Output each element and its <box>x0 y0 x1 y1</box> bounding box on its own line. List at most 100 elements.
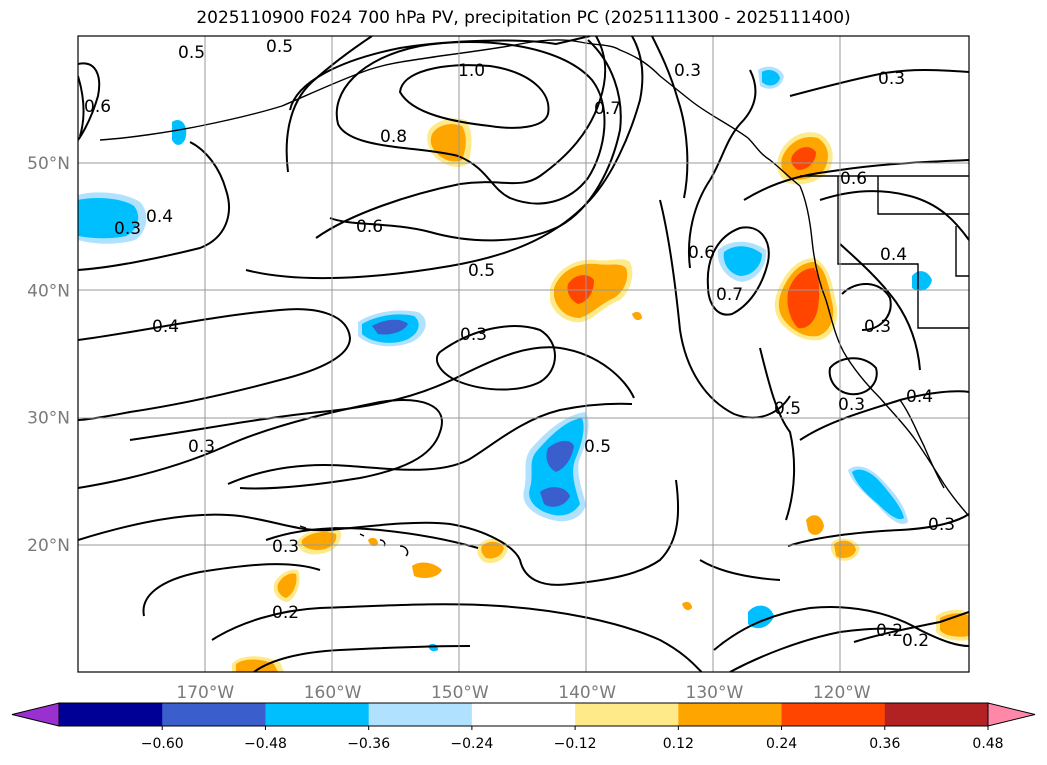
contour-0.6-mid <box>315 36 607 239</box>
contour-label: 0.2 <box>272 603 299 623</box>
lon-tick-label: 120°W <box>813 683 871 703</box>
contour-label: 0.3 <box>674 61 701 81</box>
lat-tick-label: 30°N <box>27 409 70 429</box>
contour-0.5-lower <box>227 402 633 485</box>
coastlines <box>99 39 969 557</box>
pv-contours <box>78 36 969 672</box>
contour-0.3-e2 <box>841 282 892 331</box>
alaska-aleutian-coast <box>99 39 801 187</box>
map-frame <box>77 35 970 673</box>
contour-0.3-s <box>78 479 680 586</box>
colorbar-bin <box>368 703 473 726</box>
lon-tick-label: 140°W <box>558 683 616 703</box>
contour-0.3-e3 <box>828 357 878 396</box>
contour-label: 0.3 <box>838 395 865 415</box>
lon-tick-label: 160°W <box>304 683 362 703</box>
contour-0.5-e <box>759 347 796 521</box>
contour-0.5-ne <box>659 199 791 419</box>
colorbar-frame <box>58 702 989 727</box>
colorbar-tick-label: 0.12 <box>663 736 694 752</box>
baja-california <box>899 399 945 489</box>
contour-labels: 0.5 0.5 1.0 0.3 0.3 0.6 0.8 0.7 0.6 0.3 … <box>84 37 955 651</box>
colorbar-bin <box>678 703 783 726</box>
contour-label: 0.5 <box>178 43 205 63</box>
contour-label: 0.3 <box>272 537 299 557</box>
colorbar-tick-label: −0.12 <box>554 736 597 752</box>
colorbar-extend-low <box>11 702 60 727</box>
contour-0.3-se2 <box>853 611 969 643</box>
contour-label: 0.5 <box>266 37 293 57</box>
colorbar-bin <box>884 703 989 726</box>
contour-0.3-center <box>129 346 635 441</box>
contour-0.6-ne <box>688 69 757 269</box>
lon-tick-label: 170°W <box>176 683 234 703</box>
latitude-tick-labels: 20°N 30°N 40°N 50°N <box>27 154 70 556</box>
contour-0.5-a <box>285 36 373 173</box>
contour-0.4-e <box>651 36 689 199</box>
colorbar-bin <box>575 703 679 726</box>
colorbar-bin <box>59 703 163 726</box>
contour-0.3-mid <box>435 325 556 391</box>
contour-label: 0.7 <box>716 285 743 305</box>
contour-label: 0.4 <box>146 207 173 227</box>
contour-0.3-sw2 <box>253 645 471 672</box>
precip-anomaly-shading <box>78 66 969 672</box>
contour-0.2-se2 <box>729 627 901 672</box>
contour-0.7-ne <box>706 226 770 316</box>
contour-0.2-far-s <box>699 559 781 581</box>
contour-0.4-west2 <box>78 308 352 421</box>
lat-tick-label: 40°N <box>27 281 70 301</box>
lon-tick-label: 150°W <box>431 683 489 703</box>
contour-label: 0.6 <box>840 169 867 189</box>
colorbar-tick-label: −0.60 <box>141 736 184 752</box>
colorbar-bin <box>265 703 370 726</box>
contour-label: 0.6 <box>84 97 111 117</box>
longitude-tick-labels: 170°W 160°W 150°W 140°W 130°W 120°W <box>176 683 870 703</box>
contour-0.6-north <box>289 36 591 111</box>
contour-label: 0.6 <box>688 243 715 263</box>
lat-tick-label: 50°N <box>27 154 70 174</box>
contour-1.0 <box>398 64 550 129</box>
contour-0.3-se <box>787 513 969 547</box>
contour-label: 0.6 <box>356 217 383 237</box>
colorbar-tick-label: 0.36 <box>869 736 900 752</box>
contour-0.2-s <box>142 563 321 617</box>
contour-label: 1.0 <box>458 61 485 81</box>
lat-tick-label: 20°N <box>27 536 70 556</box>
contour-label: 0.3 <box>188 437 215 457</box>
contour-label: 0.5 <box>468 261 495 281</box>
contour-0.2-sw <box>211 603 703 672</box>
contour-label: 0.4 <box>906 387 933 407</box>
contour-0.4-west <box>78 141 230 271</box>
contour-0.4-e2 <box>839 243 921 371</box>
contour-label: 0.3 <box>114 219 141 239</box>
contour-0.3-hawaii <box>265 527 479 549</box>
contour-label: 0.3 <box>864 317 891 337</box>
contour-label: 0.5 <box>584 437 611 457</box>
contour-0.3-lower <box>78 399 443 490</box>
colorbar-tick-label: 0.24 <box>766 736 797 752</box>
contour-label: 0.2 <box>876 621 903 641</box>
contour-label: 0.8 <box>380 127 407 147</box>
graticule <box>78 36 969 672</box>
contour-0.3-e4 <box>799 390 969 441</box>
hawaii-islands <box>299 525 409 557</box>
contour-0.3-e <box>819 190 969 241</box>
contour-label: 0.4 <box>152 317 179 337</box>
north-america-west-coast <box>799 185 969 517</box>
state-borders <box>837 176 969 329</box>
contour-0.2-se <box>713 605 969 651</box>
contour-0.5-west <box>78 75 85 137</box>
contour-0.5-b <box>245 36 644 280</box>
colorbar-tick-label: −0.48 <box>244 736 287 752</box>
colorbar-bin <box>781 703 886 726</box>
colorbar-tick-label: −0.36 <box>347 736 390 752</box>
contour-0.3-ne <box>789 69 969 97</box>
colorbar-bin <box>471 703 576 726</box>
colorbar-tick-label: −0.24 <box>450 736 493 752</box>
map-title: 2025110900 F024 700 hPa PV, precipitatio… <box>196 8 851 28</box>
map-area[interactable]: 0.5 0.5 1.0 0.3 0.3 0.6 0.8 0.7 0.6 0.3 … <box>78 36 969 672</box>
contour-label: 0.3 <box>460 325 487 345</box>
contour-label: 0.3 <box>878 69 905 89</box>
